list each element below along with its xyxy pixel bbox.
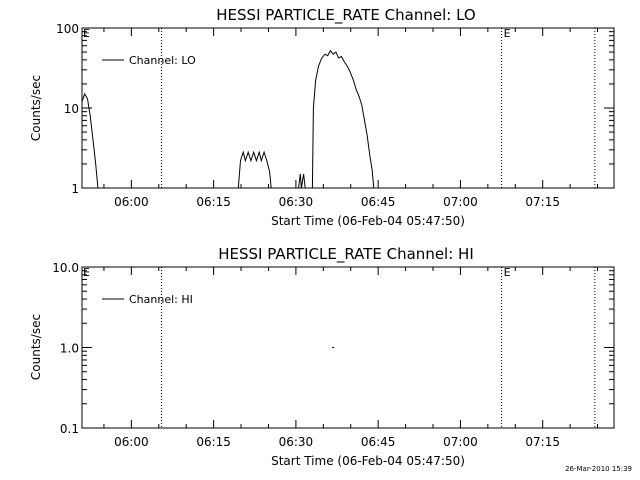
panel2-event-marker-label: E [504,266,511,279]
panel2-legend-label: Channel: HI [129,293,193,306]
panel2-xtick-label: 06:45 [361,435,396,449]
panel2-x-axis-label: Start Time (06-Feb-04 05:47:50) [271,454,465,468]
panel1-series-line [237,150,272,189]
panel1-xtick-label: 06:00 [114,195,149,209]
panel1-series-line [311,49,375,189]
panel1-ytick-label: 100 [56,22,79,36]
panel2-xtick-label: 07:15 [525,435,560,449]
panel2-chart-title: HESSI PARTICLE_RATE Channel: HI [218,245,474,264]
panel1-series-line [298,173,306,189]
panel2-xtick-label: 07:00 [443,435,478,449]
panel1-x-axis-label: Start Time (06-Feb-04 05:47:50) [271,214,465,228]
footer-timestamp: 26-Mar-2010 15:39 [565,465,632,473]
panel1-xtick-label: 06:30 [279,195,314,209]
panel2-ytick-label: 10.0 [52,261,79,275]
panel2-xtick-label: 06:30 [279,435,314,449]
panel1-xtick-label: 07:00 [443,195,478,209]
panel2-corner-marker-label: E [83,266,90,279]
panel1-legend-label: Channel: LO [129,54,196,67]
panel2-y-axis-label: Counts/sec [29,314,43,380]
panel2-xtick-label: 06:00 [114,435,149,449]
panel1-y-axis-label: Counts/sec [29,75,43,141]
panel1-xtick-label: 06:15 [196,195,231,209]
panel1-series-line [81,92,99,189]
panel2-ytick-label: 0.1 [60,422,79,436]
panel1-ytick-label: 10 [64,102,79,116]
panel2-xtick-label: 06:15 [196,435,231,449]
panel1-ytick-label: 1 [71,182,79,196]
panel1-corner-marker-label: E [83,27,90,40]
panel1-xtick-label: 06:45 [361,195,396,209]
panel1-chart-title: HESSI PARTICLE_RATE Channel: LO [216,6,475,25]
panel1-event-marker-label: E [504,27,511,40]
panel1-xtick-label: 07:15 [525,195,560,209]
panel2-ytick-label: 1.0 [60,342,79,356]
